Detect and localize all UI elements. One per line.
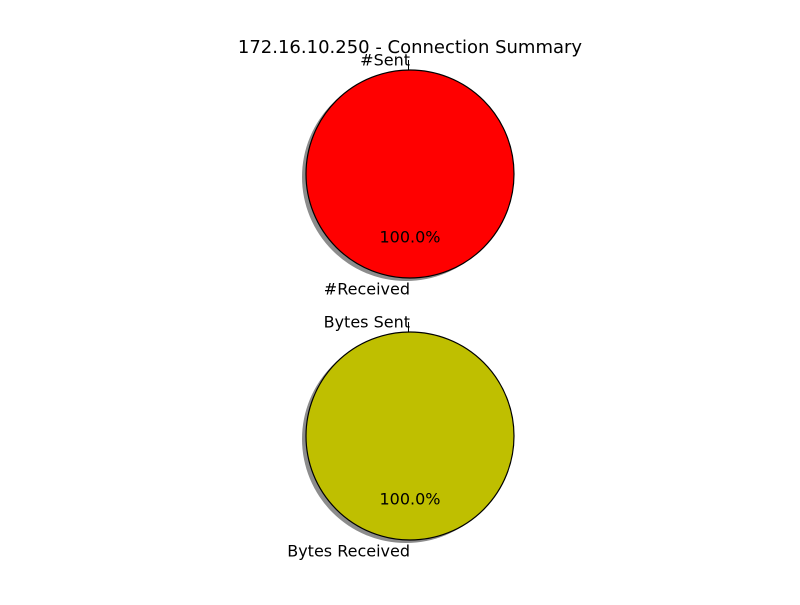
byte-count-slice-bytes-sent-label: Bytes Sent bbox=[324, 313, 410, 332]
packet-count-slice-sent-label: #Sent bbox=[360, 51, 410, 70]
packet-count-slice-received-pct: 100.0% bbox=[379, 227, 440, 246]
byte-count-slice-bytes-received-label: Bytes Received bbox=[287, 541, 410, 560]
packet-count-slice-received bbox=[305, 69, 515, 279]
packet-count-slice-received-label: #Received bbox=[324, 279, 410, 298]
byte-count-slice-bytes-received-pct: 100.0% bbox=[379, 489, 440, 508]
chart-title: 172.16.10.250 - Connection Summary bbox=[238, 37, 583, 58]
byte-count-slice-bytes-received bbox=[305, 331, 515, 541]
